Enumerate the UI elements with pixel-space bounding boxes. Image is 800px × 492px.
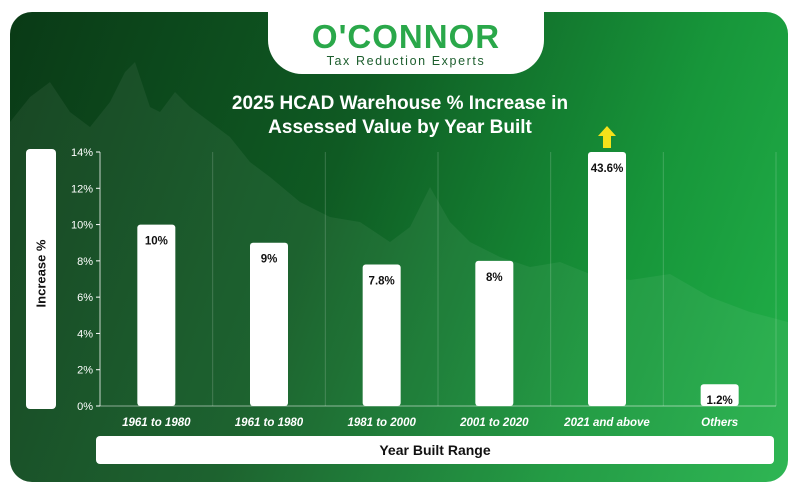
y-tick-label: 6% <box>77 292 93 304</box>
x-category-label: 2021 and above <box>563 417 650 429</box>
y-tick-label: 2% <box>77 365 93 377</box>
bar-value-label: 10% <box>145 236 168 248</box>
bar <box>250 242 288 406</box>
chart-title: 2025 HCAD Warehouse % Increase in Assess… <box>160 92 640 140</box>
logo: O'CONNOR Tax Reduction Experts <box>268 12 544 74</box>
bar <box>137 224 176 406</box>
bar-value-label: 8% <box>486 272 503 284</box>
bar <box>700 384 739 406</box>
bar-value-label: 1.2% <box>707 395 733 407</box>
x-axis-label-box: Year Built Range <box>96 436 774 464</box>
x-category-label: Others <box>701 417 738 429</box>
chart-title-line1: 2025 HCAD Warehouse % Increase in <box>231 93 569 114</box>
bar <box>475 260 514 406</box>
bar-value-label: 43.6% <box>591 163 624 175</box>
x-category-label: 1961 to 1980 <box>122 417 191 429</box>
x-category-label: 2001 to 2020 <box>459 417 529 429</box>
bar-value-label: 7.8% <box>369 275 395 287</box>
bar <box>362 264 401 406</box>
y-tick-label: 4% <box>77 328 93 340</box>
x-category-label: 1981 to 2000 <box>347 417 416 429</box>
y-tick-label: 10% <box>71 220 93 232</box>
y-tick-label: 12% <box>71 183 93 195</box>
bar-chart-plot: 0% 2% 4% 6% 8% 10% 12% 14% 10% 1961 to 1980 9% 1961… <box>71 126 777 429</box>
chart-title-line2: Assessed Value by Year Built <box>268 117 532 138</box>
bar-value-label: 9% <box>261 254 278 266</box>
y-tick-label: 0% <box>77 401 93 413</box>
up-arrow-icon <box>598 126 616 148</box>
chart-card: O'CONNOR Tax Reduction Experts 2025 HCAD… <box>10 12 788 482</box>
x-category-label: 1961 to 1980 <box>235 417 304 429</box>
y-tick-label: 8% <box>77 256 93 268</box>
x-axis-label: Year Built Range <box>379 442 491 458</box>
bar <box>588 152 626 406</box>
logo-tagline: Tax Reduction Experts <box>326 54 486 68</box>
y-axis-label-box: Increase % <box>26 149 56 409</box>
y-tick-label: 14% <box>71 147 93 159</box>
logo-name: O'CONNOR <box>311 18 501 55</box>
